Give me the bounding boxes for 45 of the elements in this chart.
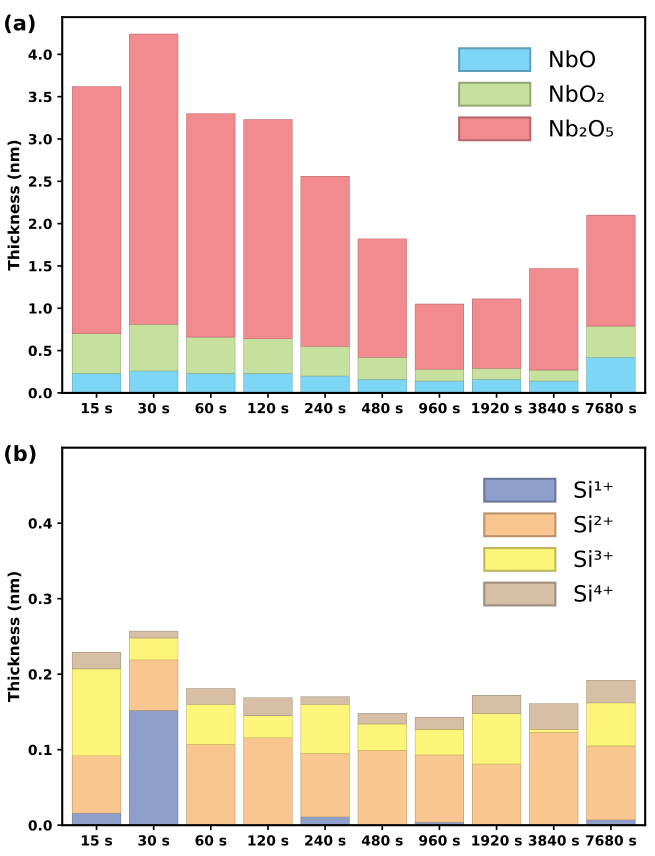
x-tick-label: 15 s [82,403,112,414]
y-tick-label: 1.5 [29,261,52,272]
legend-label: Si¹⁺ [574,480,613,498]
y-tick-label: 3.5 [28,92,52,102]
legend-label: Si⁴⁺ [574,584,613,602]
x-tick-label: 7680 s [586,835,636,846]
y-axis-title: Thickness (nm) [8,572,22,702]
y-tick-label: 0.3 [28,594,52,604]
x-tick-label: 120 s [248,402,288,414]
x-tick-label: 960 s [419,835,460,846]
x-tick-label: 15 s [82,835,112,846]
x-tick-label: 60 s [195,835,226,846]
x-tick-label: 1920 s [472,835,522,846]
legend-label: NbO [550,50,595,68]
y-tick-label: 3.0 [28,134,52,144]
legend-label: NbO₂ [550,84,604,102]
y-tick-label: 0.0 [28,820,52,831]
y-tick-label: 0.0 [28,388,52,398]
x-tick-label: 3840 s [528,402,579,414]
y-tick-label: 0.5 [28,346,52,356]
x-tick-label: 480 s [362,402,403,414]
legend-label: Si²⁺ [574,515,613,533]
legend-label: Nb₂O₅ [550,119,613,137]
chart-title: (a) [5,14,35,34]
x-tick-label: 480 s [362,835,403,846]
y-tick-label: 0.1 [28,744,52,756]
y-tick-label: 2.0 [29,218,52,230]
y-axis-title: Thickness (nm) [8,140,22,271]
chart-title: (b) [5,445,36,464]
y-tick-label: 2.5 [29,176,52,187]
x-tick-label: 7680 s [586,402,636,414]
x-tick-label: 240 s [305,835,346,846]
x-tick-label: 30 s [138,835,170,846]
y-tick-label: 0.2 [28,669,52,680]
y-tick-label: 4.0 [28,49,52,60]
x-tick-label: 960 s [419,402,460,414]
x-tick-label: 240 s [305,402,346,414]
x-tick-label: 60 s [195,402,226,414]
x-tick-label: 120 s [248,835,288,846]
x-tick-label: 30 s [138,402,170,414]
x-tick-label: 3840 s [528,835,579,846]
y-tick-label: 0.4 [28,518,52,529]
legend-label: Si³⁺ [574,550,613,568]
y-tick-label: 1.0 [29,303,52,314]
x-tick-label: 1920 s [472,402,522,414]
